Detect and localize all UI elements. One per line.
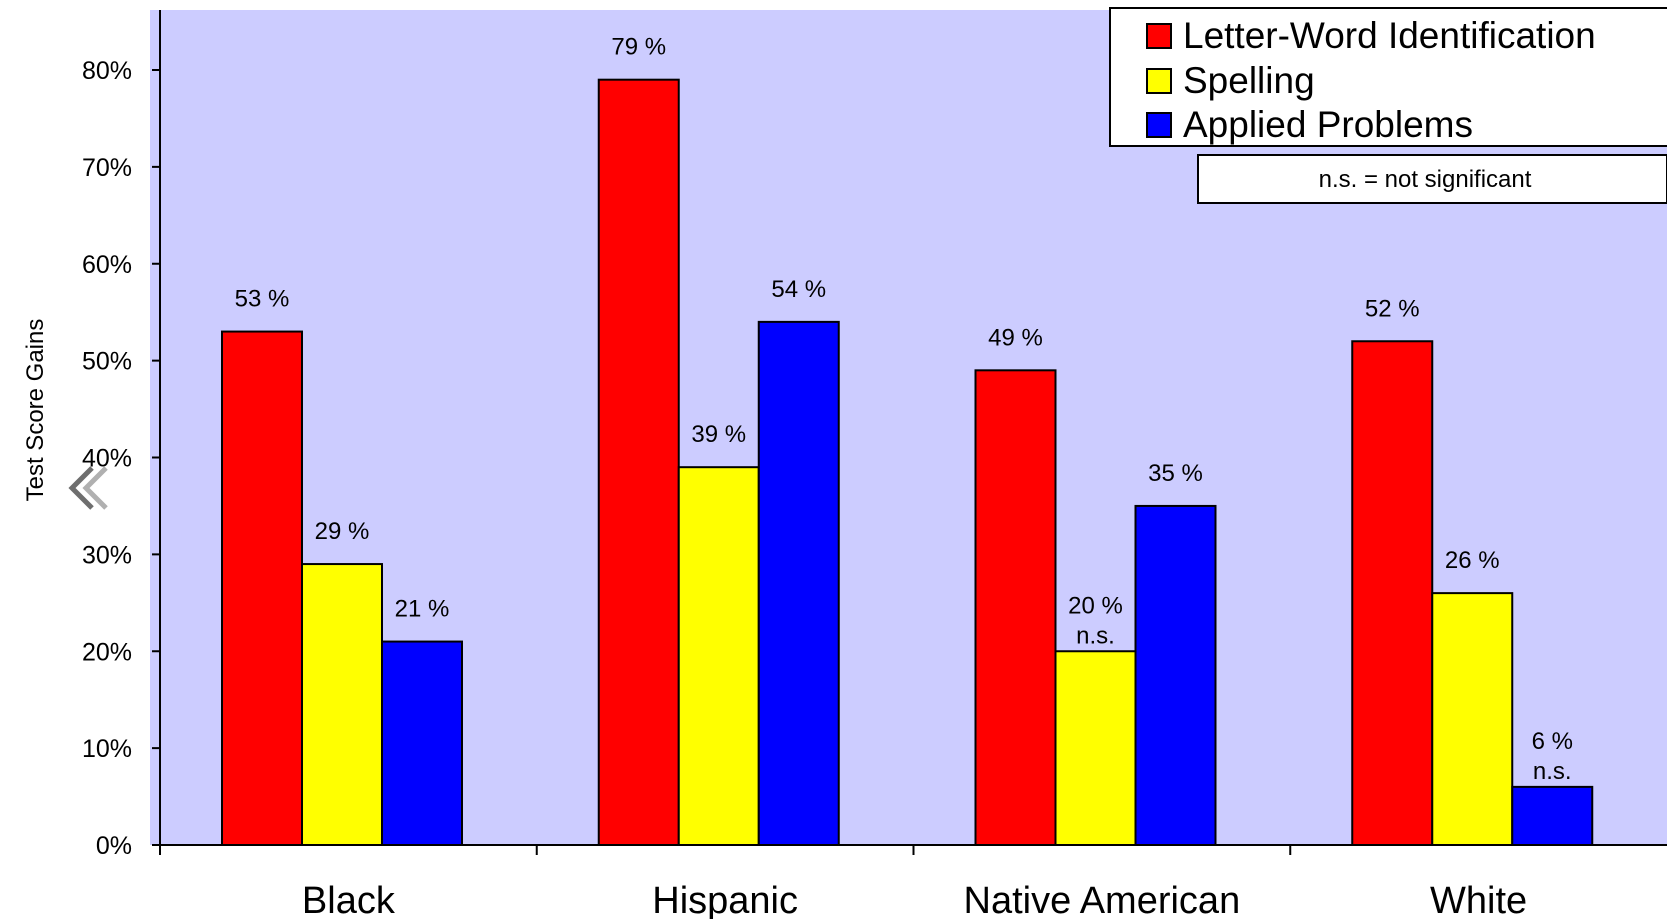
- bar: [1054, 650, 1137, 846]
- bar: [974, 369, 1057, 846]
- data-label: 35 %: [1148, 460, 1203, 487]
- bar: [597, 78, 680, 846]
- legend-box: [1109, 7, 1667, 147]
- legend-label-letter-word: Letter-Word Identification: [1183, 15, 1596, 56]
- bar: [381, 640, 463, 846]
- y-tick-label: 20%: [82, 638, 132, 666]
- note-text: n.s. = not significant: [1319, 166, 1532, 193]
- x-category-label: Native American: [964, 880, 1241, 919]
- significance-label: n.s.: [1533, 758, 1572, 785]
- bar: [757, 320, 840, 846]
- x-axis: Black Hispanic Native American White: [159, 844, 1667, 919]
- bars-layer: 53 % 29 % 21 % 79 % 39 % 54 % 49 % 20 % n.s. 35 %…: [221, 34, 1594, 846]
- legend-label-applied-problems: Applied Problems: [1183, 104, 1473, 145]
- data-label: 39 %: [691, 421, 746, 448]
- significance-note: n.s. = not significant: [1197, 154, 1667, 204]
- bar: [1511, 785, 1594, 846]
- x-category-label: Hispanic: [652, 880, 798, 919]
- legend-swatch-spelling: [1146, 68, 1172, 94]
- bar: [1351, 340, 1434, 846]
- data-label: 29 %: [315, 518, 370, 545]
- data-label: 54 %: [771, 276, 826, 303]
- y-tick-label: 30%: [82, 541, 132, 569]
- data-label: 21 %: [395, 596, 450, 623]
- data-label: 6 %: [1532, 728, 1573, 755]
- bar: [1431, 592, 1514, 846]
- data-label: 26 %: [1445, 547, 1500, 574]
- bar: [301, 563, 383, 846]
- x-category-label: White: [1430, 880, 1527, 919]
- y-tick-label: 70%: [82, 154, 132, 182]
- significance-label: n.s.: [1076, 622, 1115, 649]
- data-label: 20 %: [1068, 592, 1123, 619]
- bar: [221, 330, 303, 846]
- bar: [677, 466, 760, 846]
- y-tick-label: 50%: [82, 348, 132, 376]
- data-label: 52 %: [1365, 295, 1420, 322]
- y-tick-label: 0%: [96, 832, 132, 860]
- legend: Letter-Word Identification Spelling Appl…: [1109, 7, 1667, 147]
- y-tick-label: 60%: [82, 251, 132, 279]
- y-axis-label: Test Score Gains: [22, 319, 49, 502]
- legend-label-spelling: Spelling: [1183, 60, 1315, 101]
- y-axis: 0%10%20%30%40%50%60%70%80%: [82, 10, 161, 860]
- legend-swatch-applied-problems: [1146, 112, 1172, 138]
- bar: [1134, 504, 1217, 846]
- scroll-chevron-icon: [68, 466, 108, 510]
- y-tick-label: 80%: [82, 57, 132, 85]
- data-label: 49 %: [988, 324, 1043, 351]
- legend-swatch-letter-word: [1146, 23, 1172, 49]
- data-label: 53 %: [235, 286, 290, 313]
- data-label: 79 %: [611, 34, 666, 61]
- x-category-label: Black: [302, 880, 396, 919]
- y-tick-label: 10%: [82, 735, 132, 763]
- note-box: [1197, 154, 1667, 204]
